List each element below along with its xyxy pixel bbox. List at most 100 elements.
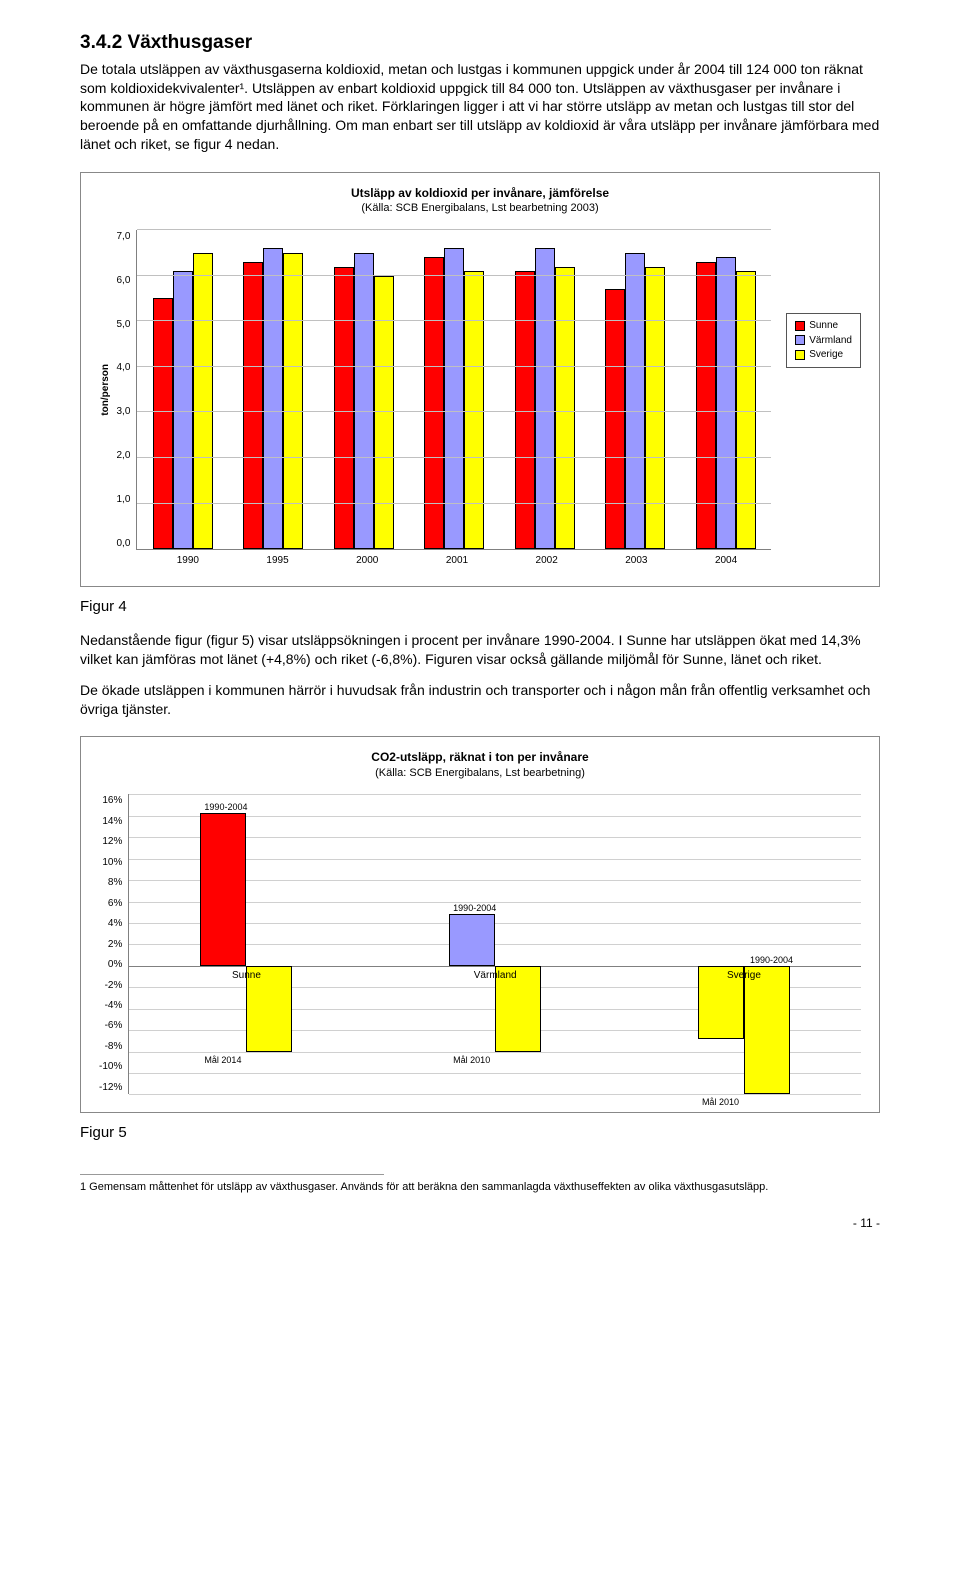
chart1-subtitle: (Källa: SCB Energibalans, Lst bearbetnin… — [99, 201, 861, 216]
chart1-ytick: 1,0 — [117, 493, 131, 507]
chart1-title: Utsläpp av koldioxid per invånare, jämfö… — [99, 185, 861, 201]
chart2-xlabel: Sunne — [232, 969, 261, 983]
chart1-bar — [555, 267, 575, 550]
chart1-bar — [625, 253, 645, 549]
chart1-bar-group — [515, 230, 575, 549]
chart1-bar — [535, 248, 555, 549]
chart2-yaxis: 16% 14% 12% 10% 8% 6% 4% 2% 0% -2% -4% -6% -8% -10% -1… — [99, 794, 128, 1094]
chart1-yaxis: 7,0 6,0 5,0 4,0 3,0 2,0 1,0 0,0 — [117, 230, 137, 550]
chart2-bar-label: Mål 2014 — [204, 1054, 241, 1066]
chart2-subtitle: (Källa: SCB Energibalans, Lst bearbetnin… — [99, 766, 861, 781]
chart2-ytick: -10% — [99, 1060, 122, 1074]
legend-label: Sverige — [809, 348, 843, 362]
chart1-bar — [515, 271, 535, 549]
chart1-bar — [243, 262, 263, 549]
chart1-plot — [136, 230, 771, 550]
chart2-xlabel: Värmland — [474, 969, 517, 983]
legend-label: Värmland — [809, 334, 852, 348]
chart2-ytick: -12% — [99, 1081, 122, 1095]
chart2-bar-label: 1990-2004 — [453, 902, 496, 914]
figure-4-label: Figur 4 — [80, 597, 880, 617]
chart2-ytick: -2% — [99, 979, 122, 993]
chart1-bar-group — [334, 230, 394, 549]
chart1-bar — [464, 271, 484, 549]
chart2-ytick: 16% — [99, 794, 122, 808]
chart1-ytick: 6,0 — [117, 274, 131, 288]
chart2-ytick: 10% — [99, 856, 122, 870]
chart1-bar — [334, 267, 354, 550]
chart1-bar — [645, 267, 665, 550]
section-heading: 3.4.2 Växthusgaser — [80, 30, 880, 56]
chart2-title: CO2-utsläpp, räknat i ton per invånare — [99, 749, 861, 765]
chart1-xtick: 1990 — [177, 554, 199, 568]
chart1-xtick: 1995 — [266, 554, 288, 568]
chart1-bar — [605, 289, 625, 549]
chart2-bar-upper — [200, 813, 246, 966]
chart1-bar — [736, 271, 756, 549]
chart2-bar-label: 1990-2004 — [204, 801, 247, 813]
chart1-legend: SunneVärmlandSverige — [786, 313, 861, 368]
chart1-ytick: 2,0 — [117, 449, 131, 463]
chart2-ytick: 6% — [99, 897, 122, 911]
chart1-ylabel: ton/person — [99, 364, 113, 416]
chart1-bar — [354, 253, 374, 549]
chart2-bar-label: Mål 2010 — [453, 1054, 490, 1066]
legend-swatch — [795, 350, 805, 360]
chart1-bar — [424, 257, 444, 549]
chart2-bar-lower — [744, 966, 790, 1095]
legend-swatch — [795, 321, 805, 331]
chart1-bar-group — [424, 230, 484, 549]
chart1-bar — [153, 298, 173, 549]
chart1-bar-group — [696, 230, 756, 549]
chart1-ytick: 4,0 — [117, 361, 131, 375]
chart1-bar — [696, 262, 716, 549]
chart1-ytick: 7,0 — [117, 230, 131, 244]
chart2-ytick: -4% — [99, 999, 122, 1013]
page-number: - 11 - — [80, 1215, 880, 1231]
chart2-ytick: 2% — [99, 938, 122, 952]
chart1-xtick: 2001 — [446, 554, 468, 568]
chart1-bar-group — [153, 230, 213, 549]
chart-2: CO2-utsläpp, räknat i ton per invånare (… — [80, 736, 880, 1113]
chart1-bar-group — [605, 230, 665, 549]
legend-swatch — [795, 335, 805, 345]
para-3: De ökade utsläppen i kommunen härrör i h… — [80, 681, 880, 719]
chart1-ytick: 5,0 — [117, 318, 131, 332]
chart2-bar-label: Mål 2010 — [702, 1096, 739, 1108]
chart2-bar-label: 1990-2004 — [750, 954, 793, 966]
footnote-rule — [80, 1174, 384, 1178]
chart1-xaxis: 1990 1995 2000 2001 2002 2003 2004 — [143, 554, 771, 568]
chart1-ytick: 3,0 — [117, 405, 131, 419]
chart1-xtick: 2002 — [536, 554, 558, 568]
chart1-xtick: 2004 — [715, 554, 737, 568]
chart2-ytick: 14% — [99, 815, 122, 829]
chart1-bar — [263, 248, 283, 549]
chart1-bar — [283, 253, 303, 549]
para-2: Nedanstående figur (figur 5) visar utslä… — [80, 631, 880, 669]
chart1-bar — [444, 248, 464, 549]
chart1-xtick: 2003 — [625, 554, 647, 568]
chart2-plot: 1990-2004 Mål 2014 Sunne 1990-2004 Mål 2010 V… — [128, 794, 861, 1094]
footnote-text: 1 Gemensam måttenhet för utsläpp av växt… — [80, 1180, 880, 1195]
chart1-xtick: 2000 — [356, 554, 378, 568]
chart1-bar — [173, 271, 193, 549]
figure-5-label: Figur 5 — [80, 1123, 880, 1143]
chart1-legend-item: Sunne — [795, 319, 852, 333]
chart2-ytick: 4% — [99, 917, 122, 931]
chart1-bar — [193, 253, 213, 549]
chart2-ytick: 0% — [99, 958, 122, 972]
chart1-ytick: 0,0 — [117, 537, 131, 551]
chart2-ytick: -8% — [99, 1040, 122, 1054]
para-1: De totala utsläppen av växthusgaserna ko… — [80, 60, 880, 154]
legend-label: Sunne — [809, 319, 838, 333]
chart-1: Utsläpp av koldioxid per invånare, jämfö… — [80, 172, 880, 587]
chart1-bar-group — [243, 230, 303, 549]
chart1-legend-item: Värmland — [795, 334, 852, 348]
chart2-bar-upper — [449, 914, 495, 965]
chart1-legend-item: Sverige — [795, 348, 852, 362]
chart2-xlabel: Sverige — [727, 969, 761, 983]
chart2-ytick: 8% — [99, 876, 122, 890]
chart1-bar — [716, 257, 736, 549]
chart2-ytick: 12% — [99, 835, 122, 849]
chart2-ytick: -6% — [99, 1019, 122, 1033]
